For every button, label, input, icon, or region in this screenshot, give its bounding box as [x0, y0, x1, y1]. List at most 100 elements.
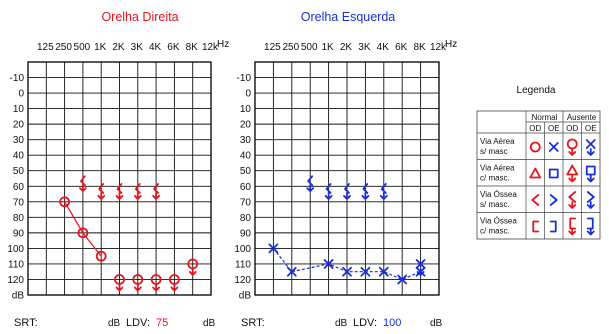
legend-symbol: [566, 138, 578, 156]
data-point: [360, 266, 371, 277]
y-tick-label: -10: [10, 73, 25, 84]
data-point: [415, 259, 426, 276]
x-tick-label: 6K: [395, 42, 408, 53]
legend-group-header: Normal: [532, 113, 558, 122]
legend-symbol: [566, 164, 579, 183]
y-tick-label: 80: [13, 213, 25, 224]
x-unit-label: Hz: [445, 39, 457, 50]
legend-symbol: [585, 165, 596, 183]
data-point: [95, 250, 107, 262]
data-point: [323, 259, 334, 269]
data-point: [397, 274, 408, 285]
series-line: [272, 248, 421, 281]
legend-row-label: s/ masc: [480, 147, 508, 156]
data-point: [77, 227, 89, 239]
y-tick-label: 0: [245, 89, 251, 100]
data-point: [342, 266, 352, 277]
srt-unit: dB: [335, 318, 348, 329]
legend-symbol: [586, 191, 595, 209]
x-tick-label: 8K: [413, 42, 426, 53]
y-tick-label: 20: [13, 120, 25, 131]
y-tick-label: 10: [240, 104, 252, 115]
legend-ear-header: OE: [548, 124, 560, 133]
y-tick-label: 80: [240, 213, 252, 224]
legend-symbol: [532, 220, 540, 233]
data-point: [132, 274, 144, 292]
data-point: [168, 274, 180, 292]
legend-title: Legenda: [517, 85, 556, 96]
data-point: [379, 183, 388, 200]
y-tick-label: -10: [237, 73, 252, 84]
legend-row-label: Via Óssea: [480, 190, 517, 199]
x-tick-label: 12k: [202, 42, 219, 53]
series-line: [64, 201, 102, 257]
legend-row-label: Via Aérea: [480, 164, 515, 173]
data-point: [59, 196, 70, 208]
data-point: [268, 243, 279, 254]
x-tick-label: 4K: [377, 42, 390, 53]
y-tick-label: 50: [13, 166, 25, 177]
y-tick-label: 70: [13, 197, 25, 208]
ldv-label: LDV:: [353, 317, 377, 329]
y-tick-label: 110: [235, 259, 251, 270]
legend-ear-header: OD: [529, 124, 541, 133]
data-point: [378, 266, 389, 277]
x-tick-label: 12k: [430, 42, 447, 53]
x-tick-label: 8K: [186, 42, 199, 53]
data-point: [187, 258, 199, 276]
y-tick-label: 100: [7, 244, 24, 255]
y-tick-label: 100: [234, 244, 251, 255]
ldv-unit: dB: [203, 318, 216, 329]
legend-symbol: [586, 217, 595, 236]
y-tick-label: 70: [240, 197, 252, 208]
data-point: [115, 183, 124, 200]
y-tick-label: 0: [18, 89, 24, 100]
data-point: [152, 183, 160, 200]
legend-row-label: c/ masc.: [480, 174, 510, 183]
y-tick-label: 10: [13, 104, 25, 115]
legend-symbol: [549, 194, 558, 206]
x-tick-label: 2K: [340, 42, 353, 53]
x-tick-label: 3K: [131, 42, 144, 53]
x-tick-label: 6K: [167, 42, 180, 53]
data-point: [343, 183, 351, 200]
y-tick-label: 50: [240, 166, 252, 177]
y-tick-label: 20: [240, 120, 252, 131]
x-tick-label: 250: [55, 42, 72, 53]
legend-symbol: [529, 167, 542, 179]
y-unit-label: dB: [239, 291, 252, 302]
data-point: [306, 175, 315, 193]
y-tick-label: 90: [13, 228, 25, 239]
audiogram-title: Orelha Esquerda: [301, 10, 396, 24]
legend-symbol: [531, 194, 540, 206]
x-tick-label: 4K: [149, 42, 162, 53]
y-tick-label: 60: [240, 182, 252, 193]
legend-symbol: [548, 142, 559, 152]
legend-symbol: [568, 217, 577, 236]
y-tick-label: 120: [234, 275, 251, 286]
x-tick-label: 1K: [94, 42, 107, 53]
data-point: [79, 175, 87, 193]
data-point: [150, 274, 162, 292]
data-point: [324, 183, 333, 200]
legend-ear-header: OE: [585, 124, 597, 133]
y-tick-label: 90: [240, 228, 252, 239]
legend-symbol: [549, 220, 557, 233]
x-tick-label: 3K: [358, 42, 371, 53]
legend-ear-header: OD: [566, 124, 578, 133]
x-tick-label: 250: [282, 42, 299, 53]
ldv-label: LDV:: [126, 317, 150, 329]
x-tick-label: 125: [37, 42, 54, 53]
y-tick-label: 60: [13, 182, 25, 193]
legend-symbol: [585, 139, 596, 156]
srt-unit: dB: [108, 318, 121, 329]
legend-row-label: Via Aérea: [480, 137, 515, 146]
ldv-unit: dB: [430, 318, 443, 329]
legend-row-label: c/ masc.: [480, 227, 510, 236]
x-tick-label: 125: [264, 42, 281, 53]
y-tick-label: 30: [13, 135, 25, 146]
x-tick-label: 500: [74, 42, 91, 53]
